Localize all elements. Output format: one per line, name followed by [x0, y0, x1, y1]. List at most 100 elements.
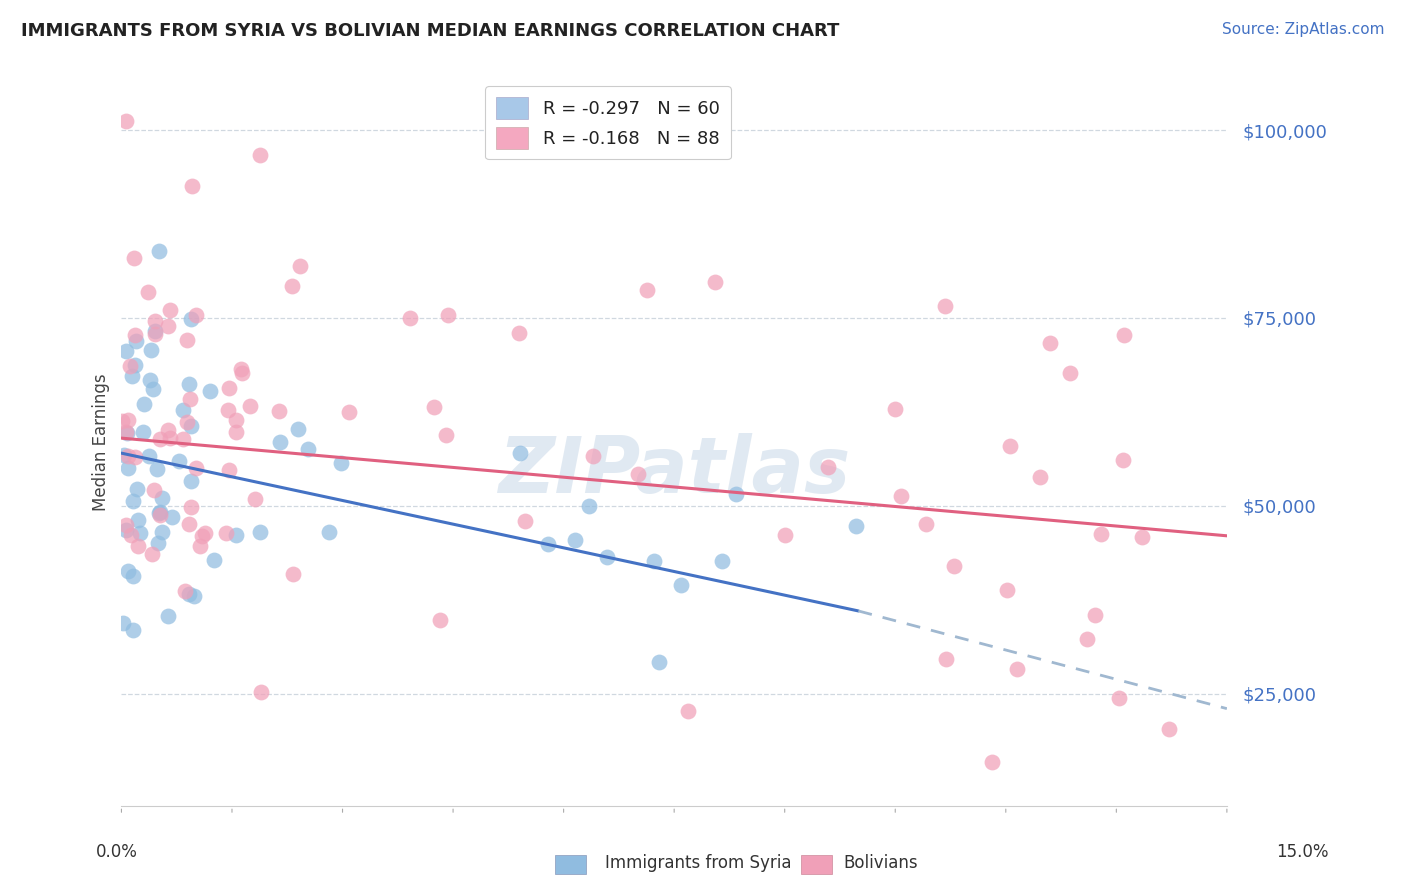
Point [724, 487, 747, 501]
Point [198, 384, 221, 398]
Point [181, 179, 204, 194]
Point [117, 461, 139, 475]
Point [267, 404, 290, 418]
Point [423, 400, 446, 414]
Point [231, 366, 253, 380]
Point [149, 508, 172, 522]
Point [142, 382, 165, 396]
Point [115, 343, 138, 358]
Point [578, 499, 600, 513]
Point [172, 432, 194, 446]
Point [117, 413, 139, 427]
Point [676, 705, 699, 719]
Point [845, 519, 868, 533]
Point [141, 547, 163, 561]
Point [129, 525, 152, 540]
Point [884, 401, 907, 416]
Point [225, 425, 247, 440]
Point [564, 533, 586, 547]
Text: Source: ZipAtlas.com: Source: ZipAtlas.com [1222, 22, 1385, 37]
Point [143, 314, 166, 328]
Point [127, 483, 149, 497]
Point [167, 454, 190, 468]
Point [671, 577, 693, 591]
Point [180, 419, 202, 434]
Point [1076, 632, 1098, 646]
Point [138, 373, 160, 387]
Point [127, 539, 149, 553]
Point [231, 362, 253, 376]
Point [176, 415, 198, 429]
Point [711, 554, 734, 568]
Text: 15.0%: 15.0% [1277, 843, 1329, 861]
Point [160, 510, 183, 524]
Point [1130, 529, 1153, 543]
Point [329, 456, 352, 470]
Point [1084, 607, 1107, 622]
Point [149, 432, 172, 446]
Point [176, 333, 198, 347]
Point [1005, 662, 1028, 676]
Point [934, 299, 956, 313]
Point [190, 529, 212, 543]
Point [288, 260, 311, 274]
Point [249, 524, 271, 539]
Point [115, 426, 138, 441]
Point [434, 427, 457, 442]
Point [637, 283, 659, 297]
Point [131, 425, 153, 440]
Point [399, 310, 422, 325]
Point [217, 403, 239, 417]
Point [436, 308, 458, 322]
Point [115, 523, 138, 537]
Point [122, 569, 145, 583]
Point [817, 460, 839, 475]
Point [115, 425, 138, 439]
Point [238, 399, 260, 413]
Point [143, 483, 166, 497]
Point [704, 275, 727, 289]
Point [183, 590, 205, 604]
Point [269, 434, 291, 449]
Point [429, 613, 451, 627]
Point [180, 474, 202, 488]
Point [114, 114, 136, 128]
Point [157, 423, 180, 437]
Point [287, 422, 309, 436]
Point [1029, 469, 1052, 483]
Point [1108, 690, 1130, 705]
Point [249, 148, 271, 162]
Point [157, 318, 180, 333]
Point [156, 609, 179, 624]
Point [124, 327, 146, 342]
Point [582, 449, 605, 463]
Point [337, 405, 360, 419]
Point [1000, 439, 1022, 453]
Point [537, 537, 560, 551]
Point [124, 358, 146, 372]
Point [148, 506, 170, 520]
Point [180, 500, 202, 515]
Point [111, 414, 134, 428]
Point [127, 513, 149, 527]
Text: ZIPatlas: ZIPatlas [498, 433, 851, 509]
Point [915, 517, 938, 532]
Point [148, 536, 170, 550]
Point [508, 326, 530, 340]
Point [202, 553, 225, 567]
Point [117, 450, 139, 464]
Point [243, 491, 266, 506]
Point [225, 413, 247, 427]
Point [134, 397, 156, 411]
Point [112, 448, 135, 462]
Point [118, 359, 141, 373]
Point [184, 460, 207, 475]
Point [647, 656, 669, 670]
Point [1039, 336, 1062, 351]
Text: IMMIGRANTS FROM SYRIA VS BOLIVIAN MEDIAN EARNINGS CORRELATION CHART: IMMIGRANTS FROM SYRIA VS BOLIVIAN MEDIAN… [21, 22, 839, 40]
Point [596, 549, 619, 564]
Point [122, 494, 145, 508]
Point [1111, 453, 1133, 467]
Point [122, 251, 145, 265]
Point [121, 369, 143, 384]
